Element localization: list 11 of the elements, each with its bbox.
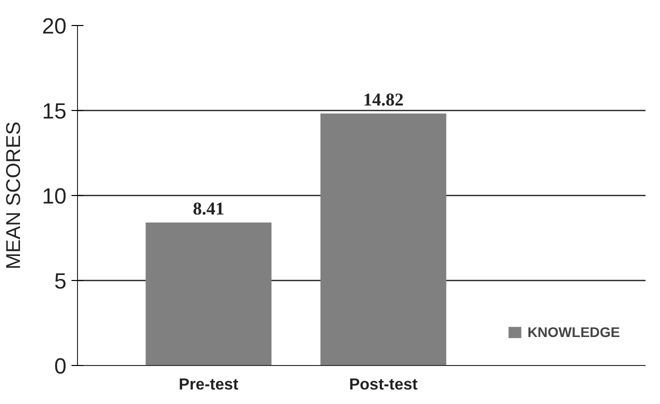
y-axis-title: MEAN SCORES	[3, 122, 26, 270]
data-label: 14.82	[363, 90, 404, 110]
y-tick-label: 10	[42, 184, 67, 208]
y-tick-label: 5	[54, 268, 67, 294]
legend-label: KNOWLEDGE	[527, 324, 620, 340]
x-tick-label: Post-test	[349, 376, 418, 394]
x-tick-label: Pre-test	[178, 376, 240, 394]
y-tick-label: 15	[42, 98, 67, 124]
y-tick-label: 0	[54, 354, 67, 378]
y-tick-label: 20	[42, 14, 67, 38]
data-label: 8.41	[192, 198, 224, 219]
